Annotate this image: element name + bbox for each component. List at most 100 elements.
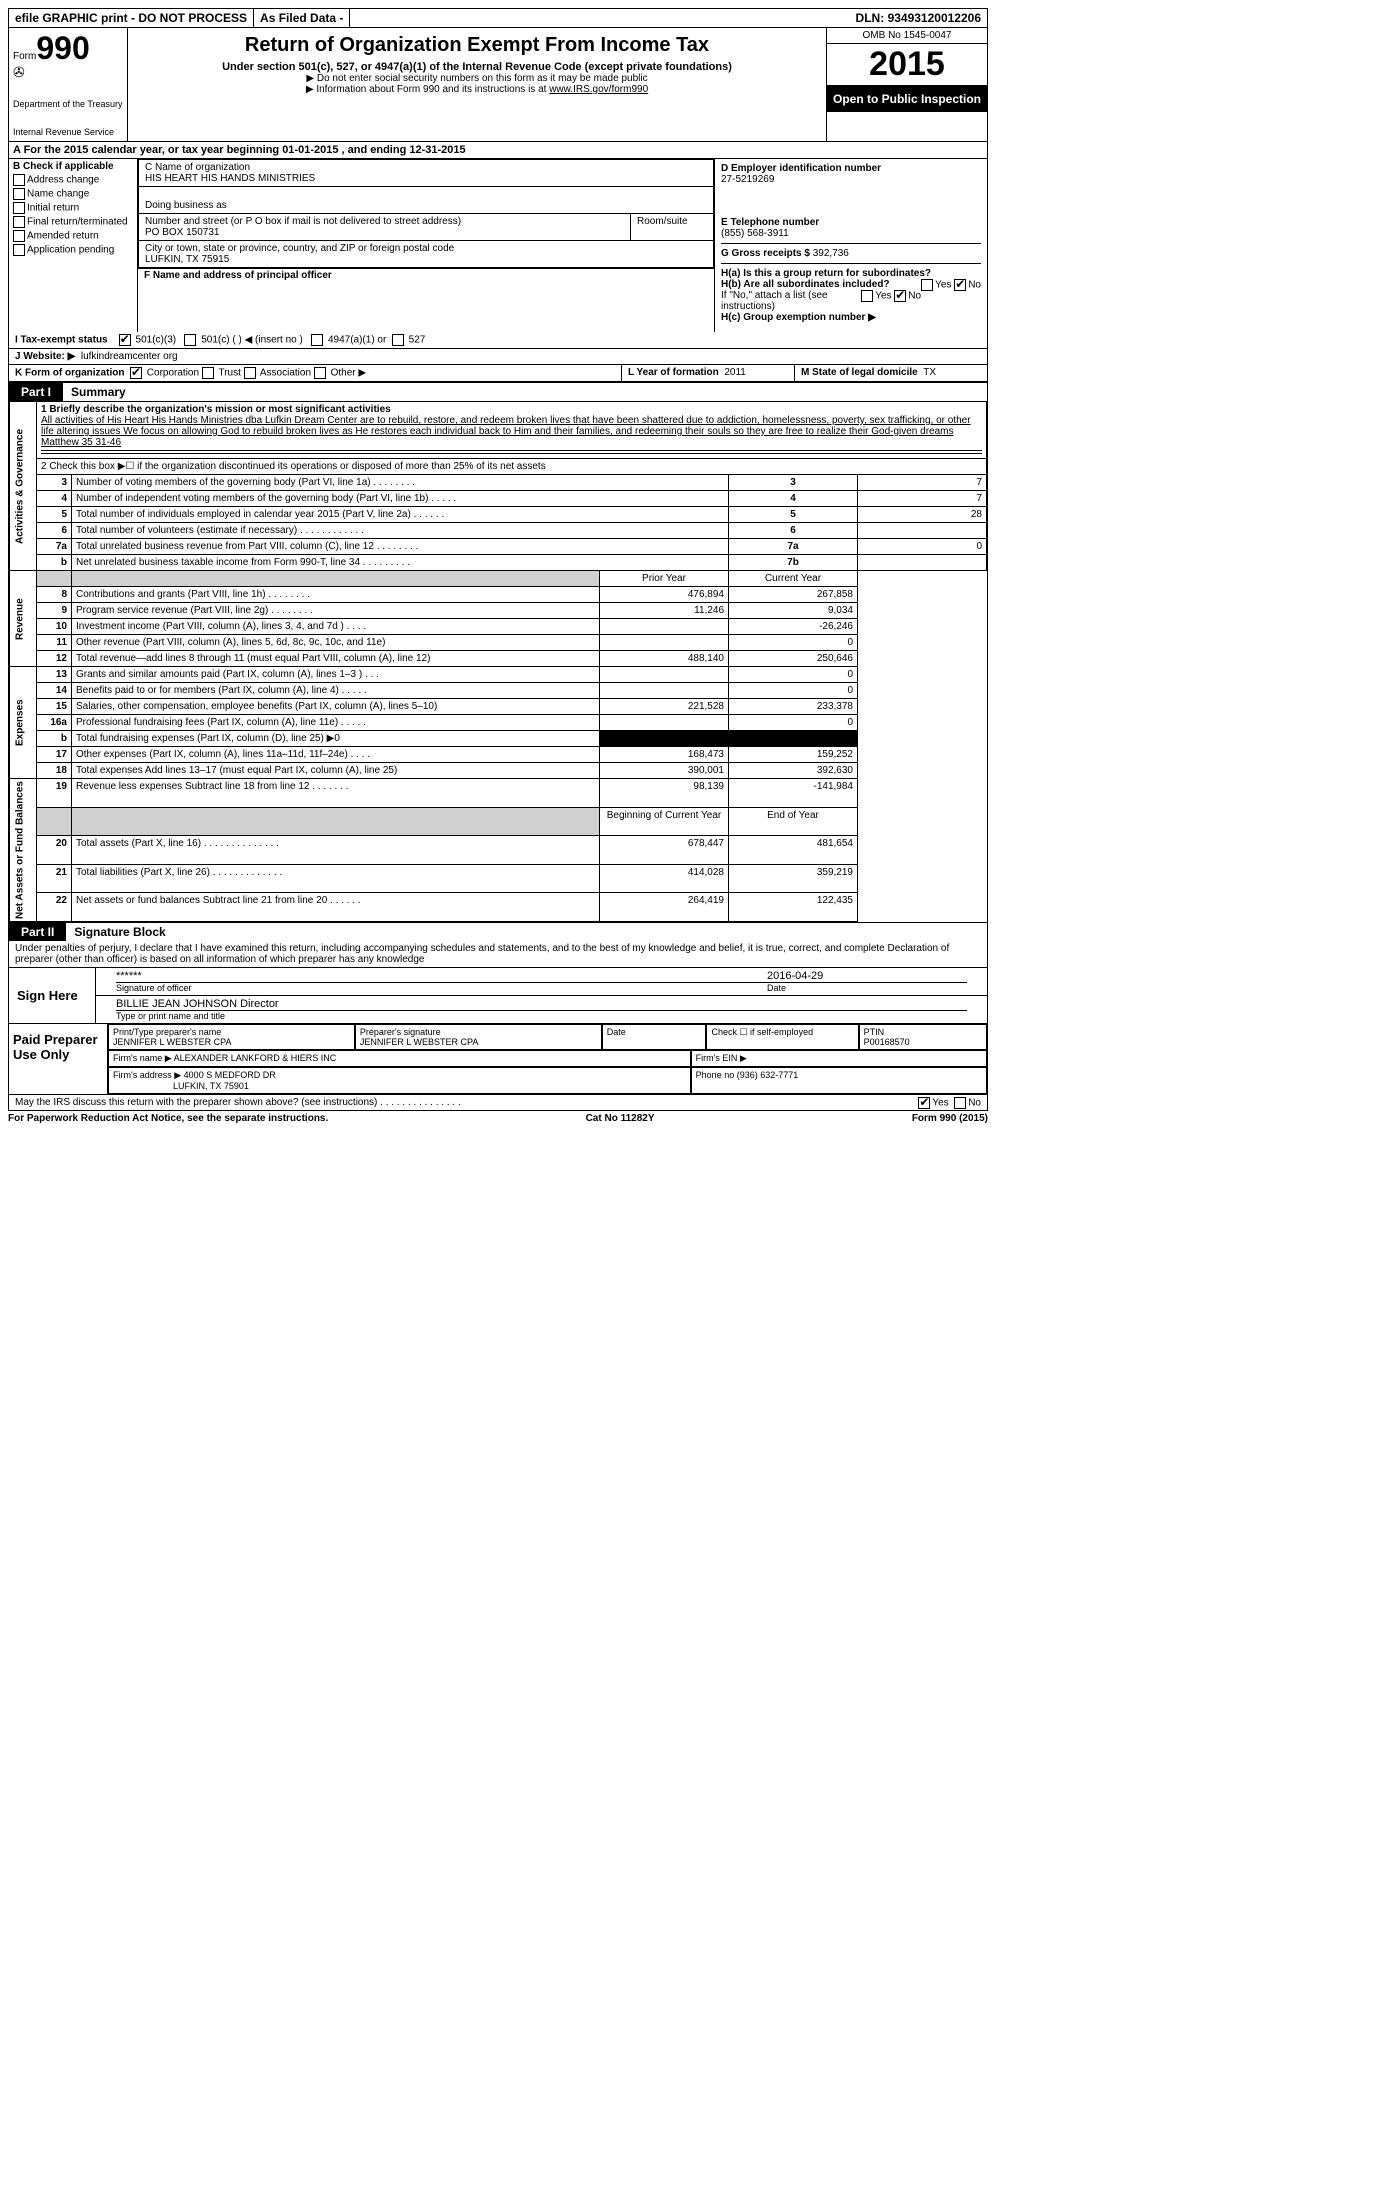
chk-label: Initial return <box>27 203 79 214</box>
chk-501c[interactable] <box>184 334 196 346</box>
chk-corp[interactable] <box>130 367 142 379</box>
chk-discuss-no[interactable] <box>954 1097 966 1109</box>
part-2: Part II Signature Block Under penalties … <box>8 923 988 968</box>
prep-sig-label: Preparer's signature <box>360 1027 441 1037</box>
row-desc: Total liabilities (Part X, line 26) . . … <box>72 864 600 893</box>
org-name: HIS HEART HIS HANDS MINISTRIES <box>145 173 315 184</box>
ein-label: D Employer identification number <box>721 163 881 174</box>
header-title-block: Return of Organization Exempt From Incom… <box>128 28 827 141</box>
col-b: B Check if applicable Address change Nam… <box>9 159 138 332</box>
ptin-value: P00168570 <box>864 1037 910 1047</box>
part-1-title: Summary <box>63 383 134 401</box>
val-py <box>600 683 729 699</box>
ha-label: H(a) Is this a group return for subordin… <box>721 268 931 279</box>
row-num: b <box>37 731 72 747</box>
side-revenue: Revenue <box>10 571 37 667</box>
table-row-19: Net Assets or Fund Balances19Revenue les… <box>10 779 987 808</box>
chk-name-change[interactable]: Name change <box>13 188 133 200</box>
city-label: City or town, state or province, country… <box>145 243 454 254</box>
yes[interactable]: Yes <box>875 291 891 302</box>
discuss-no: No <box>968 1098 981 1109</box>
table-row: 10Investment income (Part VIII, column (… <box>10 619 987 635</box>
chk-label: Application pending <box>27 245 114 256</box>
gross-value: 392,736 <box>813 248 849 259</box>
opt-501c: 501(c) ( ) ◀ (insert no ) <box>201 335 303 346</box>
asfiled-label: As Filed Data - <box>254 9 350 27</box>
row-num: 13 <box>37 667 72 683</box>
row-num: 14 <box>37 683 72 699</box>
chk-527[interactable] <box>392 334 404 346</box>
dept-treasury: Department of the Treasury <box>13 99 123 109</box>
row-key: 6 <box>729 523 858 539</box>
firm-name-label: Firm's name ▶ <box>113 1053 172 1063</box>
hb-label: H(b) Are all subordinates included? <box>721 279 890 290</box>
footer-cat-no: Cat No 11282Y <box>586 1113 655 1124</box>
row-key: 7a <box>729 539 858 555</box>
form-label: Form <box>13 51 36 62</box>
table-row: 3Number of voting members of the governi… <box>10 475 987 491</box>
part-2-label: Part II <box>9 923 66 941</box>
row-key: 5 <box>729 507 858 523</box>
val-py: 390,001 <box>600 763 729 779</box>
row-num: 16a <box>37 715 72 731</box>
chk-assoc[interactable] <box>244 367 256 379</box>
chk-other[interactable] <box>314 367 326 379</box>
line-a: A For the 2015 calendar year, or tax yea… <box>9 142 987 159</box>
val-cy: 267,858 <box>729 587 858 603</box>
val-cy: 0 <box>729 667 858 683</box>
chk-address-change[interactable]: Address change <box>13 174 133 186</box>
chk-trust[interactable] <box>202 367 214 379</box>
val-cy: 0 <box>729 635 858 651</box>
row-desc: Total number of individuals employed in … <box>72 507 729 523</box>
h-note: If "No," attach a list (see instructions… <box>721 290 981 312</box>
hc-row: H(c) Group exemption number ▶ <box>721 312 981 323</box>
part-1-header: Part I Summary <box>9 383 987 401</box>
tel-value: (855) 568-3911 <box>721 228 789 239</box>
row-desc: Net assets or fund balances Subtract lin… <box>72 893 600 922</box>
row-num: 18 <box>37 763 72 779</box>
row-val: 28 <box>858 507 987 523</box>
chk-4947[interactable] <box>311 334 323 346</box>
row-num: 20 <box>37 836 72 865</box>
chk-amended[interactable]: Amended return <box>13 230 133 242</box>
state-domicile-label: M State of legal domicile <box>801 367 918 378</box>
note-info: ▶ Information about Form 990 and its ins… <box>136 84 818 95</box>
table-row: 7aTotal unrelated business revenue from … <box>10 539 987 555</box>
opt-527: 527 <box>409 335 426 346</box>
opt-trust: Trust <box>218 368 240 379</box>
firm-addr2: LUFKIN, TX 75901 <box>173 1081 249 1091</box>
firm-name: ALEXANDER LANKFORD & HIERS INC <box>174 1053 337 1063</box>
row-num: 15 <box>37 699 72 715</box>
yes[interactable]: Yes <box>935 280 951 291</box>
gross-label: G Gross receipts $ <box>721 248 810 259</box>
table-row: 5Total number of individuals employed in… <box>10 507 987 523</box>
chk-discuss-yes[interactable] <box>918 1097 930 1109</box>
section-a-row: A For the 2015 calendar year, or tax yea… <box>8 142 988 383</box>
val-py: 98,139 <box>600 779 729 808</box>
dba-label: Doing business as <box>145 200 227 211</box>
no[interactable]: No <box>968 280 981 291</box>
sig-stars: ****** <box>116 970 767 982</box>
table-row: 16aProfessional fundraising fees (Part I… <box>10 715 987 731</box>
ha-row: H(a) Is this a group return for subordin… <box>721 268 981 279</box>
val-cy: 159,252 <box>729 747 858 763</box>
val-cy: -26,246 <box>729 619 858 635</box>
org-info-box: C Name of organization HIS HEART HIS HAN… <box>137 158 715 269</box>
val-cy: 0 <box>729 683 858 699</box>
val-cy: 9,034 <box>729 603 858 619</box>
val-py <box>600 635 729 651</box>
row-num: 21 <box>37 864 72 893</box>
chk-final-return[interactable]: Final return/terminated <box>13 216 133 228</box>
chk-initial-return[interactable]: Initial return <box>13 202 133 214</box>
row-num: 17 <box>37 747 72 763</box>
chk-501c3[interactable] <box>119 334 131 346</box>
irs-link[interactable]: www.IRS.gov/form990 <box>549 84 648 95</box>
discuss-row: May the IRS discuss this return with the… <box>9 1094 987 1110</box>
opt-other: Other ▶ <box>331 368 366 379</box>
tax-exempt-label: I Tax-exempt status <box>15 335 108 346</box>
paid-preparer-label: Paid Preparer Use Only <box>9 1024 108 1094</box>
row-desc: Benefits paid to or for members (Part IX… <box>72 683 600 699</box>
row-val: 0 <box>858 539 987 555</box>
no[interactable]: No <box>908 291 921 302</box>
chk-pending[interactable]: Application pending <box>13 244 133 256</box>
